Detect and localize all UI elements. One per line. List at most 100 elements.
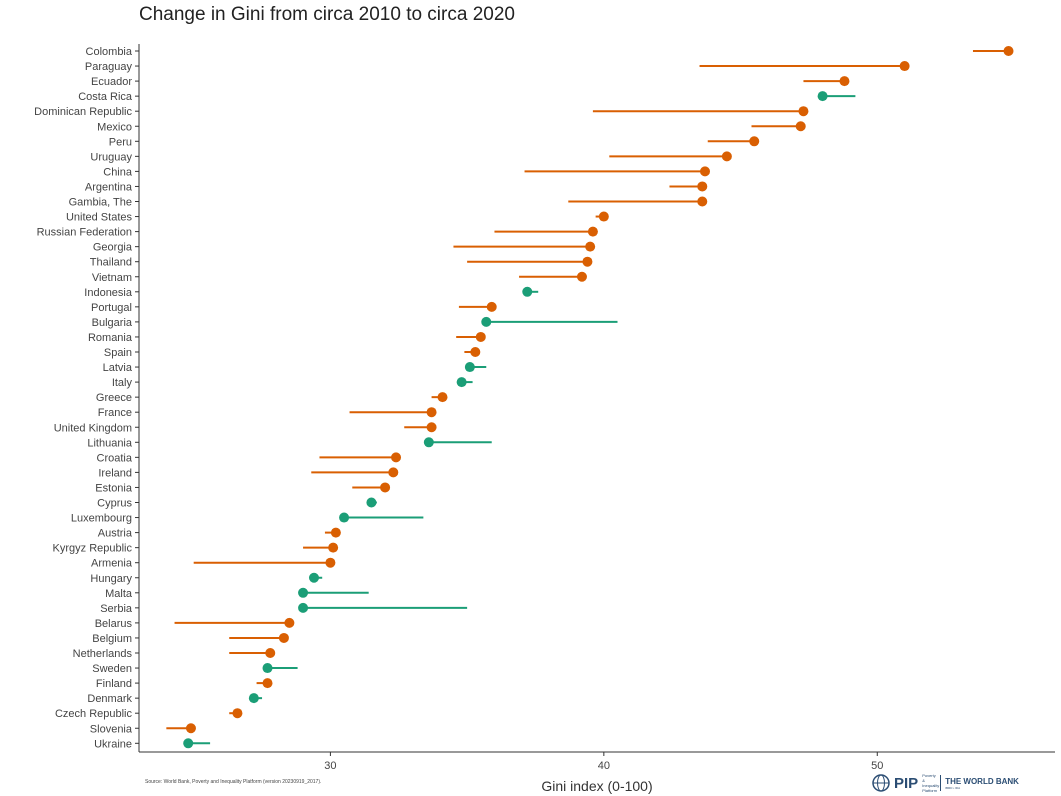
pip-logo-text: PIP [894, 774, 919, 792]
y-tick-label: Dominican Republic [34, 106, 132, 118]
y-tick-label: Vietnam [92, 272, 132, 284]
gini-2020-dot [265, 648, 276, 658]
gini-2020-dot [576, 271, 587, 282]
gini-2020-dot [795, 121, 806, 132]
gini-2020-dot [328, 542, 339, 553]
y-tick-label: United States [66, 212, 133, 224]
x-tick-label: 40 [598, 760, 610, 772]
y-tick-label: Netherlands [73, 648, 133, 660]
y-tick-label: Argentina [85, 181, 133, 193]
y-tick-label: Ukraine [94, 738, 132, 750]
y-tick-label: Kyrgyz Republic [53, 543, 133, 555]
gini-2020-dot [232, 708, 243, 719]
y-tick-label: France [98, 407, 132, 419]
gini-2020-dot [426, 422, 437, 433]
y-tick-label: Italy [112, 377, 133, 389]
logos: PIP Poverty & Inequality Platform THE WO… [872, 772, 1019, 794]
gini-2020-dot [380, 482, 391, 493]
gini-2020-dot [522, 286, 533, 297]
gini-2020-dot [366, 497, 377, 508]
gini-2020-dot [262, 678, 273, 689]
x-tick-label: 30 [324, 760, 336, 772]
gini-2020-dot [587, 226, 598, 237]
y-tick-label: Malta [105, 588, 133, 600]
gini-2020-dot [391, 452, 402, 463]
gini-2020-dot [1003, 46, 1014, 56]
logo-divider [940, 775, 942, 791]
y-tick-label: Paraguay [85, 61, 133, 73]
y-tick-label: Estonia [95, 482, 133, 494]
gini-2020-dot [330, 527, 341, 538]
gini-2020-dot [456, 377, 467, 388]
gini-2020-dot [437, 392, 448, 403]
y-tick-label: Luxembourg [71, 513, 132, 525]
y-tick-label: Austria [98, 528, 133, 540]
world-bank-logo-subtitle: IBRD • IDA [945, 785, 961, 790]
y-tick-label: Portugal [91, 302, 132, 314]
y-tick-label: Belgium [92, 633, 132, 645]
gini-2020-dot [839, 76, 850, 87]
chart-title: Change in Gini from circa 2010 to circa … [139, 4, 515, 25]
gini-2020-dot [481, 316, 492, 327]
gini-2020-dot [308, 572, 319, 583]
x-tick-label: 50 [871, 760, 883, 772]
gini-2020-dot [248, 693, 259, 704]
y-tick-label: Costa Rica [78, 91, 133, 103]
gini-2020-dot [185, 723, 196, 734]
gini-2020-dot [598, 211, 609, 222]
y-tick-label: China [103, 166, 133, 178]
y-tick-label: Belarus [95, 618, 133, 630]
y-tick-label: Latvia [103, 362, 133, 374]
gini-2020-dot [486, 301, 497, 312]
y-tick-label: United Kingdom [54, 422, 132, 434]
y-tick-label: Bulgaria [92, 317, 133, 329]
y-tick-label: Serbia [100, 603, 133, 615]
y-tick-label: Slovenia [90, 723, 133, 735]
y-tick-label: Georgia [93, 242, 133, 254]
gini-2020-dot [697, 181, 708, 192]
y-tick-label: Gambia, The [69, 197, 132, 209]
gini-2020-dot [278, 632, 289, 643]
gini-2020-dot [426, 407, 437, 418]
y-tick-label: Croatia [97, 452, 133, 464]
gini-2020-dot [475, 331, 486, 342]
y-tick-label: Czech Republic [55, 708, 133, 720]
y-tick-label: Spain [104, 347, 132, 359]
y-tick-label: Armenia [91, 558, 133, 570]
gini-2020-dot [470, 347, 481, 357]
y-tick-label: Ireland [98, 467, 132, 479]
y-tick-label: Uruguay [90, 151, 132, 163]
gini-2020-dot [749, 136, 760, 147]
gini-2020-dot [262, 663, 273, 674]
gini-2020-dot [585, 241, 596, 252]
y-tick-label: Romania [88, 332, 133, 344]
gini-2020-dot [284, 617, 295, 628]
gini-2020-dot [388, 467, 399, 478]
y-tick-label: Finland [96, 678, 132, 690]
pip-logo-subtitle: Poverty & Inequality Platform [922, 773, 940, 793]
gini-2020-dot [697, 196, 708, 207]
source-note: Source: World Bank, Poverty and Inequali… [145, 779, 322, 785]
gini-2020-dot [423, 437, 434, 448]
y-tick-label: Mexico [97, 121, 132, 133]
y-tick-label: Peru [109, 136, 132, 148]
gini-2020-dot [183, 738, 194, 749]
y-tick-label: Hungary [90, 573, 132, 585]
y-tick-label: Sweden [92, 663, 132, 675]
world-bank-logo: THE WORLD BANK IBRD • IDA [945, 777, 1019, 790]
x-axis-title: Gini index (0-100) [541, 778, 652, 794]
gini-2020-dot [298, 602, 309, 613]
y-tick-label: Cyprus [97, 498, 132, 510]
y-tick-label: Russian Federation [37, 227, 132, 239]
gini-2020-dot [817, 91, 828, 102]
y-tick-label: Lithuania [87, 437, 133, 449]
gini-2020-dot [721, 151, 732, 162]
y-tick-label: Thailand [90, 257, 132, 269]
gini-2020-dot [325, 557, 336, 568]
gini-2020-dot [298, 587, 309, 598]
gini-2020-dot [582, 256, 593, 267]
world-bank-logo-text: THE WORLD BANK [945, 776, 1019, 786]
gini-2020-dot [339, 512, 350, 523]
gini-2020-dot [700, 166, 711, 177]
